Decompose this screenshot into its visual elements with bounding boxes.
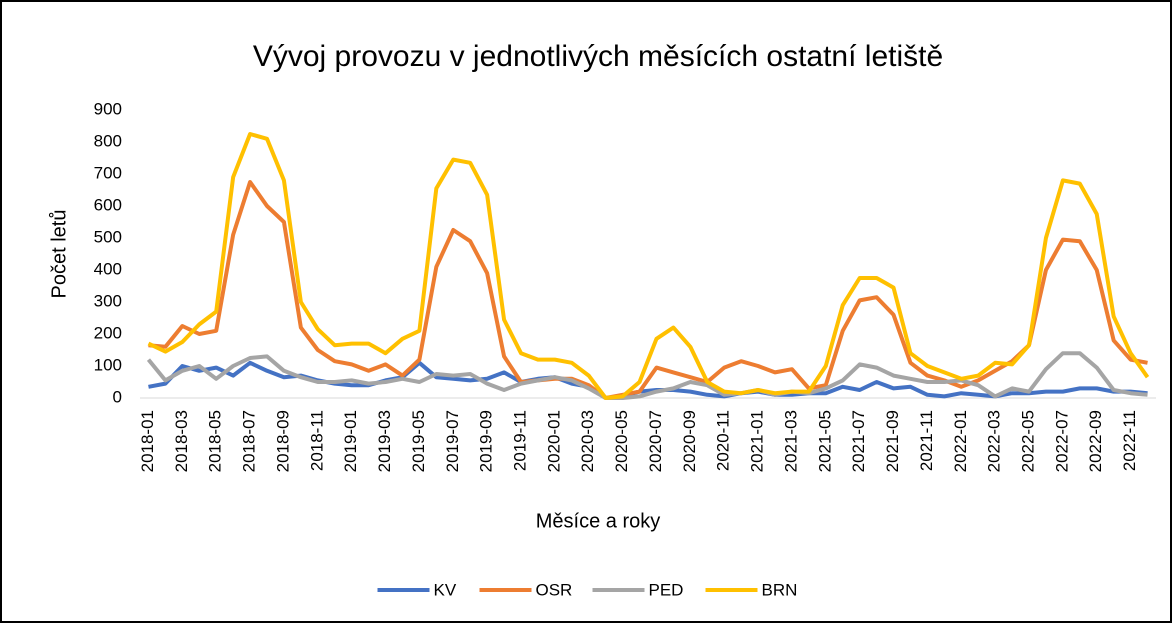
x-tick-label: 2021-05 [815, 410, 834, 472]
y-axis-title: Počet letů [48, 210, 70, 299]
chart-title: Vývoj provozu v jednotlivých měsících os… [253, 40, 943, 73]
y-tick-label: 300 [94, 291, 122, 310]
x-tick-label: 2021-03 [781, 410, 800, 472]
x-tick-label: 2019-09 [477, 410, 496, 472]
y-tick-label: 800 [94, 131, 122, 150]
x-tick-label: 2022-09 [1086, 410, 1105, 472]
x-tick-label: 2022-01 [951, 410, 970, 472]
legend-label: OSR [536, 580, 573, 599]
x-tick-label: 2018-01 [138, 410, 157, 472]
x-tick-label: 2018-05 [206, 410, 225, 472]
legend-label: PED [649, 580, 684, 599]
x-tick-label: 2019-07 [443, 410, 462, 472]
x-tick-label: 2020-01 [544, 410, 563, 472]
series-line [148, 180, 1148, 400]
x-tick-label: 2020-03 [578, 410, 597, 472]
x-tick-label: 2020-09 [680, 410, 699, 472]
x-tick-label: 2022-07 [1052, 410, 1071, 472]
x-tick-label: 2022-03 [985, 410, 1004, 472]
y-tick-label: 0 [113, 387, 122, 406]
x-tick-label: 2018-09 [273, 410, 292, 472]
x-tick-label: 2020-05 [612, 410, 631, 472]
y-tick-label: 600 [94, 195, 122, 214]
x-tick-label: 2021-11 [917, 410, 936, 471]
x-tick-label: 2019-11 [510, 410, 529, 471]
x-tick-label: 2021-07 [849, 410, 868, 472]
y-tick-label: 400 [94, 259, 122, 278]
x-tick-label: 2018-03 [172, 410, 191, 472]
legend-label: BRN [762, 580, 798, 599]
x-tick-label: 2018-11 [307, 410, 326, 471]
x-tick-label: 2020-07 [646, 410, 665, 472]
x-axis-title: Měsíce a roky [536, 510, 660, 532]
y-tick-label: 700 [94, 163, 122, 182]
x-tick-label: 2019-03 [375, 410, 394, 472]
x-tick-label: 2018-07 [240, 410, 259, 472]
series-line [146, 351, 1148, 400]
x-tick-label: 2019-05 [409, 410, 428, 472]
x-tick-label: 2022-11 [1120, 410, 1139, 471]
series-line [147, 132, 1150, 400]
y-tick-label: 200 [94, 323, 122, 342]
x-tick-label: 2019-01 [341, 410, 360, 472]
y-tick-label: 900 [94, 99, 122, 118]
x-tick-label: 2020-11 [714, 410, 733, 471]
x-tick-label: 2022-05 [1018, 410, 1037, 472]
x-tick-label: 2021-01 [748, 410, 767, 472]
x-tick-label: 2021-09 [883, 410, 902, 472]
y-tick-label: 500 [94, 227, 122, 246]
legend-label: KV [434, 580, 457, 599]
y-tick-label: 100 [94, 355, 122, 374]
